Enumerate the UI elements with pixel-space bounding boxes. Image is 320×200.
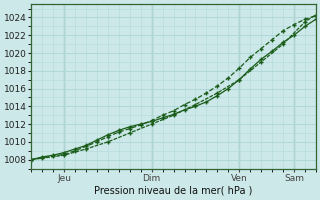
X-axis label: Pression niveau de la mer( hPa ): Pression niveau de la mer( hPa ) bbox=[94, 186, 253, 196]
